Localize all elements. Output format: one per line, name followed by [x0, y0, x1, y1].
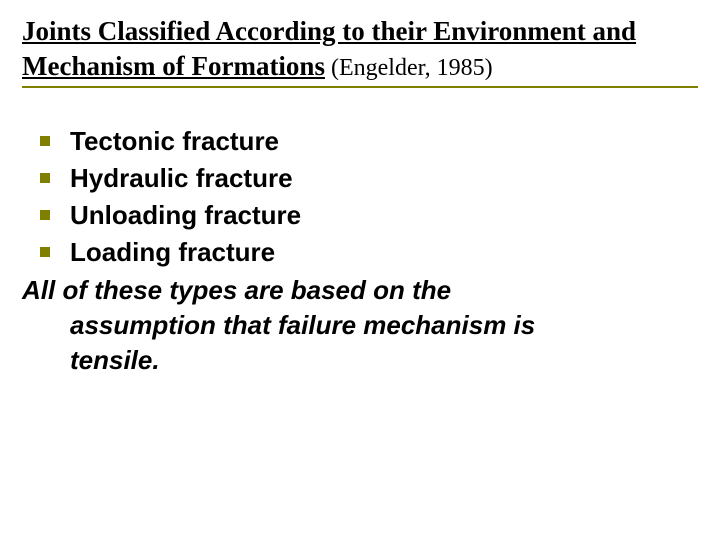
bullet-text: Tectonic fracture [70, 126, 279, 156]
content-area: Tectonic fracture Hydraulic fracture Unl… [22, 124, 698, 378]
list-item: Hydraulic fracture [22, 161, 698, 196]
list-item: Tectonic fracture [22, 124, 698, 159]
summary-text: All of these types are based on the assu… [22, 273, 698, 378]
slide-citation: (Engelder, 1985) [325, 55, 493, 81]
bullet-text: Unloading fracture [70, 200, 301, 230]
title-block: Joints Classified According to their Env… [22, 14, 698, 88]
slide: Joints Classified According to their Env… [0, 0, 720, 540]
list-item: Unloading fracture [22, 198, 698, 233]
list-item: Loading fracture [22, 235, 698, 270]
bullet-text: Hydraulic fracture [70, 163, 293, 193]
summary-line: assumption that failure mechanism is [22, 308, 698, 343]
summary-line: tensile. [22, 343, 698, 378]
summary-line: All of these types are based on the [22, 273, 698, 308]
bullet-text: Loading fracture [70, 237, 275, 267]
